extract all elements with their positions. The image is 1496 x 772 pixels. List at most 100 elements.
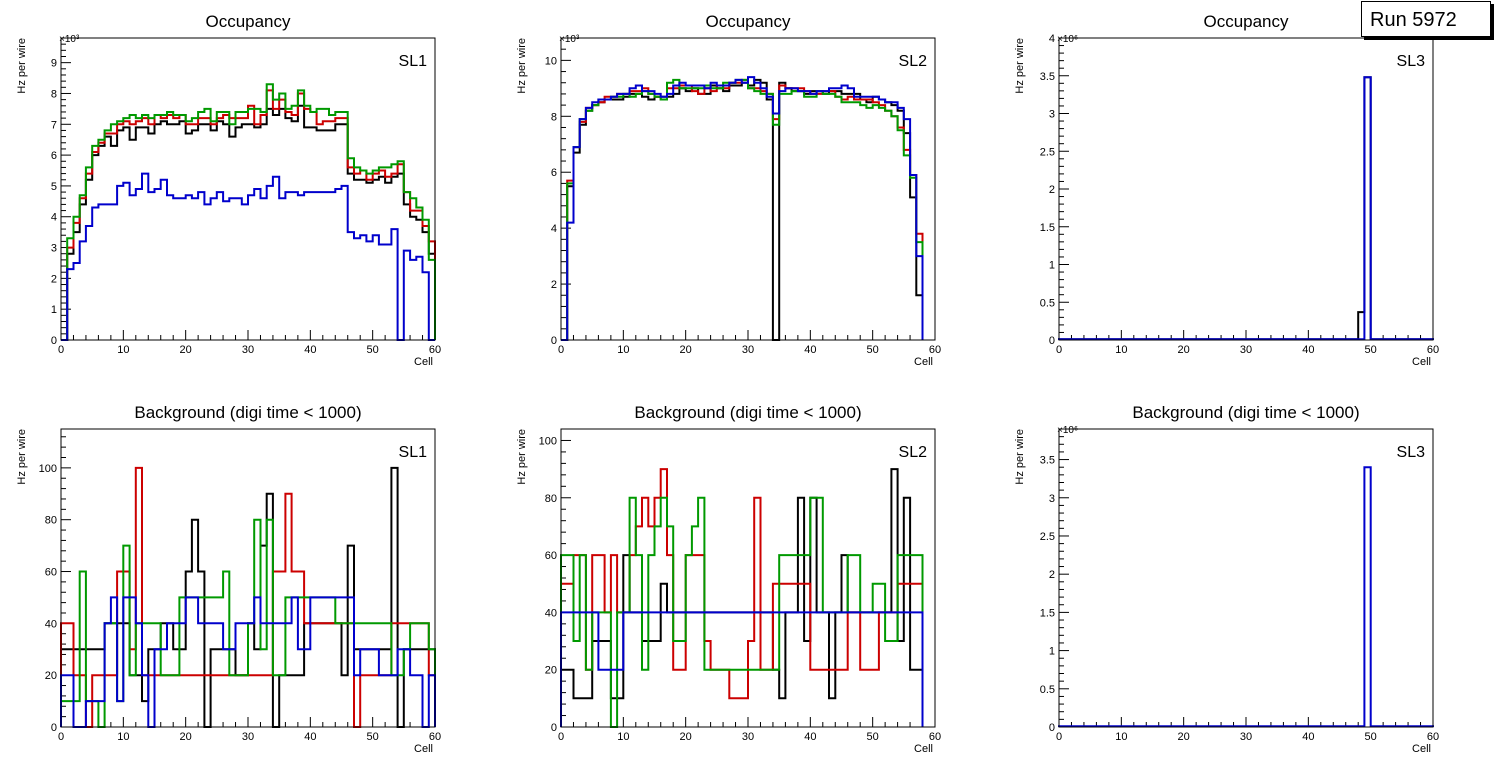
- series-layer4-line: [1058, 76, 1434, 341]
- panel-title: Occupancy: [205, 12, 291, 31]
- y-tick-label: 0: [51, 722, 57, 734]
- x-tick-label: 40: [304, 731, 316, 743]
- superlayer-label: SL3: [1397, 53, 1426, 70]
- y-tick-label: 20: [545, 665, 557, 677]
- y-axis-label: Hz per wire: [16, 429, 28, 485]
- series-layer1-line: [560, 468, 924, 727]
- y-axis-label: Hz per wire: [1014, 38, 1026, 94]
- x-axis-label: Cell: [1412, 356, 1431, 368]
- y-tick-label: 4: [51, 212, 57, 224]
- x-tick-label: 20: [680, 344, 692, 356]
- y-tick-label: 0: [51, 335, 57, 347]
- plot-frame: [1058, 428, 1434, 728]
- y-tick-label: 100: [39, 463, 57, 475]
- panel-title: Occupancy: [1203, 12, 1289, 31]
- x-tick-label: 0: [558, 731, 564, 743]
- x-tick-label: 10: [617, 344, 629, 356]
- y-tick-label: 6: [51, 150, 57, 162]
- x-tick-label: 50: [367, 344, 379, 356]
- y-tick-label: 60: [45, 567, 57, 579]
- y-tick-label: 10: [545, 55, 557, 67]
- y-scale-multiplier: ×10³: [559, 34, 580, 45]
- x-tick-label: 20: [180, 344, 192, 356]
- x-tick-label: 40: [804, 344, 816, 356]
- panel-title: Background (digi time < 1000): [634, 403, 861, 422]
- y-tick-label: 9: [51, 58, 57, 70]
- series-layer2-line: [561, 78, 924, 341]
- y-tick-label: 80: [545, 493, 557, 505]
- series-layer4-line: [1058, 466, 1434, 728]
- x-tick-label: 50: [367, 731, 379, 743]
- x-tick-label: 30: [742, 731, 754, 743]
- y-tick-label: 2: [551, 279, 557, 291]
- x-tick-label: 40: [1302, 344, 1314, 356]
- x-tick-label: 30: [1240, 344, 1252, 356]
- x-tick-label: 20: [1178, 731, 1190, 743]
- x-tick-label: 0: [1056, 731, 1062, 743]
- y-tick-label: 3: [1049, 109, 1055, 121]
- x-axis-label: Cell: [914, 743, 933, 755]
- y-scale-multiplier: ×10⁶: [1057, 425, 1078, 436]
- x-tick-label: 60: [1427, 344, 1439, 356]
- histogram-panel-6: Background (digi time < 1000) SL3 Cell Hz p…: [1014, 403, 1439, 755]
- x-tick-label: 30: [242, 344, 254, 356]
- plot-frame: [60, 428, 436, 728]
- y-tick-label: 40: [45, 618, 57, 630]
- x-tick-label: 0: [558, 344, 564, 356]
- y-tick-label: 100: [539, 435, 557, 447]
- series-layer3-line: [61, 83, 436, 341]
- y-tick-label: 4: [1049, 33, 1055, 45]
- panel-title: Background (digi time < 1000): [134, 403, 361, 422]
- y-tick-label: 2: [1049, 184, 1055, 196]
- x-tick-label: 40: [804, 731, 816, 743]
- series-layer4-line: [561, 76, 924, 341]
- y-tick-label: 40: [545, 607, 557, 619]
- y-tick-label: 2: [51, 273, 57, 285]
- run-label-box: Run 5972: [1361, 1, 1491, 37]
- x-tick-label: 20: [680, 731, 692, 743]
- x-tick-label: 50: [867, 731, 879, 743]
- plot-frame: [560, 37, 936, 341]
- y-tick-label: 1.5: [1040, 607, 1055, 619]
- x-axis-label: Cell: [414, 356, 433, 368]
- y-tick-label: 3: [1049, 493, 1055, 505]
- y-tick-label: 0: [551, 335, 557, 347]
- y-tick-label: 2.5: [1040, 531, 1055, 543]
- y-tick-label: 7: [51, 119, 57, 131]
- y-tick-label: 80: [45, 515, 57, 527]
- y-tick-label: 5: [51, 181, 57, 193]
- x-tick-label: 10: [117, 731, 129, 743]
- y-tick-label: 2: [1049, 569, 1055, 581]
- y-scale-multiplier: ×10³: [59, 34, 80, 45]
- y-tick-label: 8: [551, 111, 557, 123]
- x-tick-label: 20: [180, 731, 192, 743]
- y-axis-label: Hz per wire: [516, 38, 528, 94]
- x-tick-label: 50: [1365, 344, 1377, 356]
- series-layer3-line: [561, 78, 924, 341]
- y-axis-label: Hz per wire: [1014, 429, 1026, 485]
- x-axis-label: Cell: [1412, 743, 1431, 755]
- histogram-panel-4: Background (digi time < 1000) SL1 Cell Hz p…: [16, 403, 441, 755]
- series-layer1-line: [561, 78, 924, 341]
- histogram-panel-5: Background (digi time < 1000) SL2 Cell Hz p…: [516, 403, 941, 755]
- x-tick-label: 60: [429, 344, 441, 356]
- y-tick-label: 0: [551, 722, 557, 734]
- series-layer1-line: [1058, 76, 1434, 341]
- series-layer2-line: [61, 89, 436, 341]
- x-axis-label: Cell: [414, 743, 433, 755]
- y-tick-label: 1: [51, 304, 57, 316]
- y-tick-label: 20: [45, 670, 57, 682]
- x-tick-label: 60: [929, 731, 941, 743]
- x-tick-label: 40: [304, 344, 316, 356]
- y-tick-label: 4: [551, 223, 557, 235]
- series-layer4-line: [560, 611, 924, 727]
- series-layer2-line: [60, 466, 436, 728]
- y-tick-label: 6: [551, 167, 557, 179]
- plot-frame: [60, 37, 436, 341]
- x-tick-label: 40: [1302, 731, 1314, 743]
- plot-frame: [560, 428, 936, 728]
- superlayer-label: SL2: [899, 53, 928, 70]
